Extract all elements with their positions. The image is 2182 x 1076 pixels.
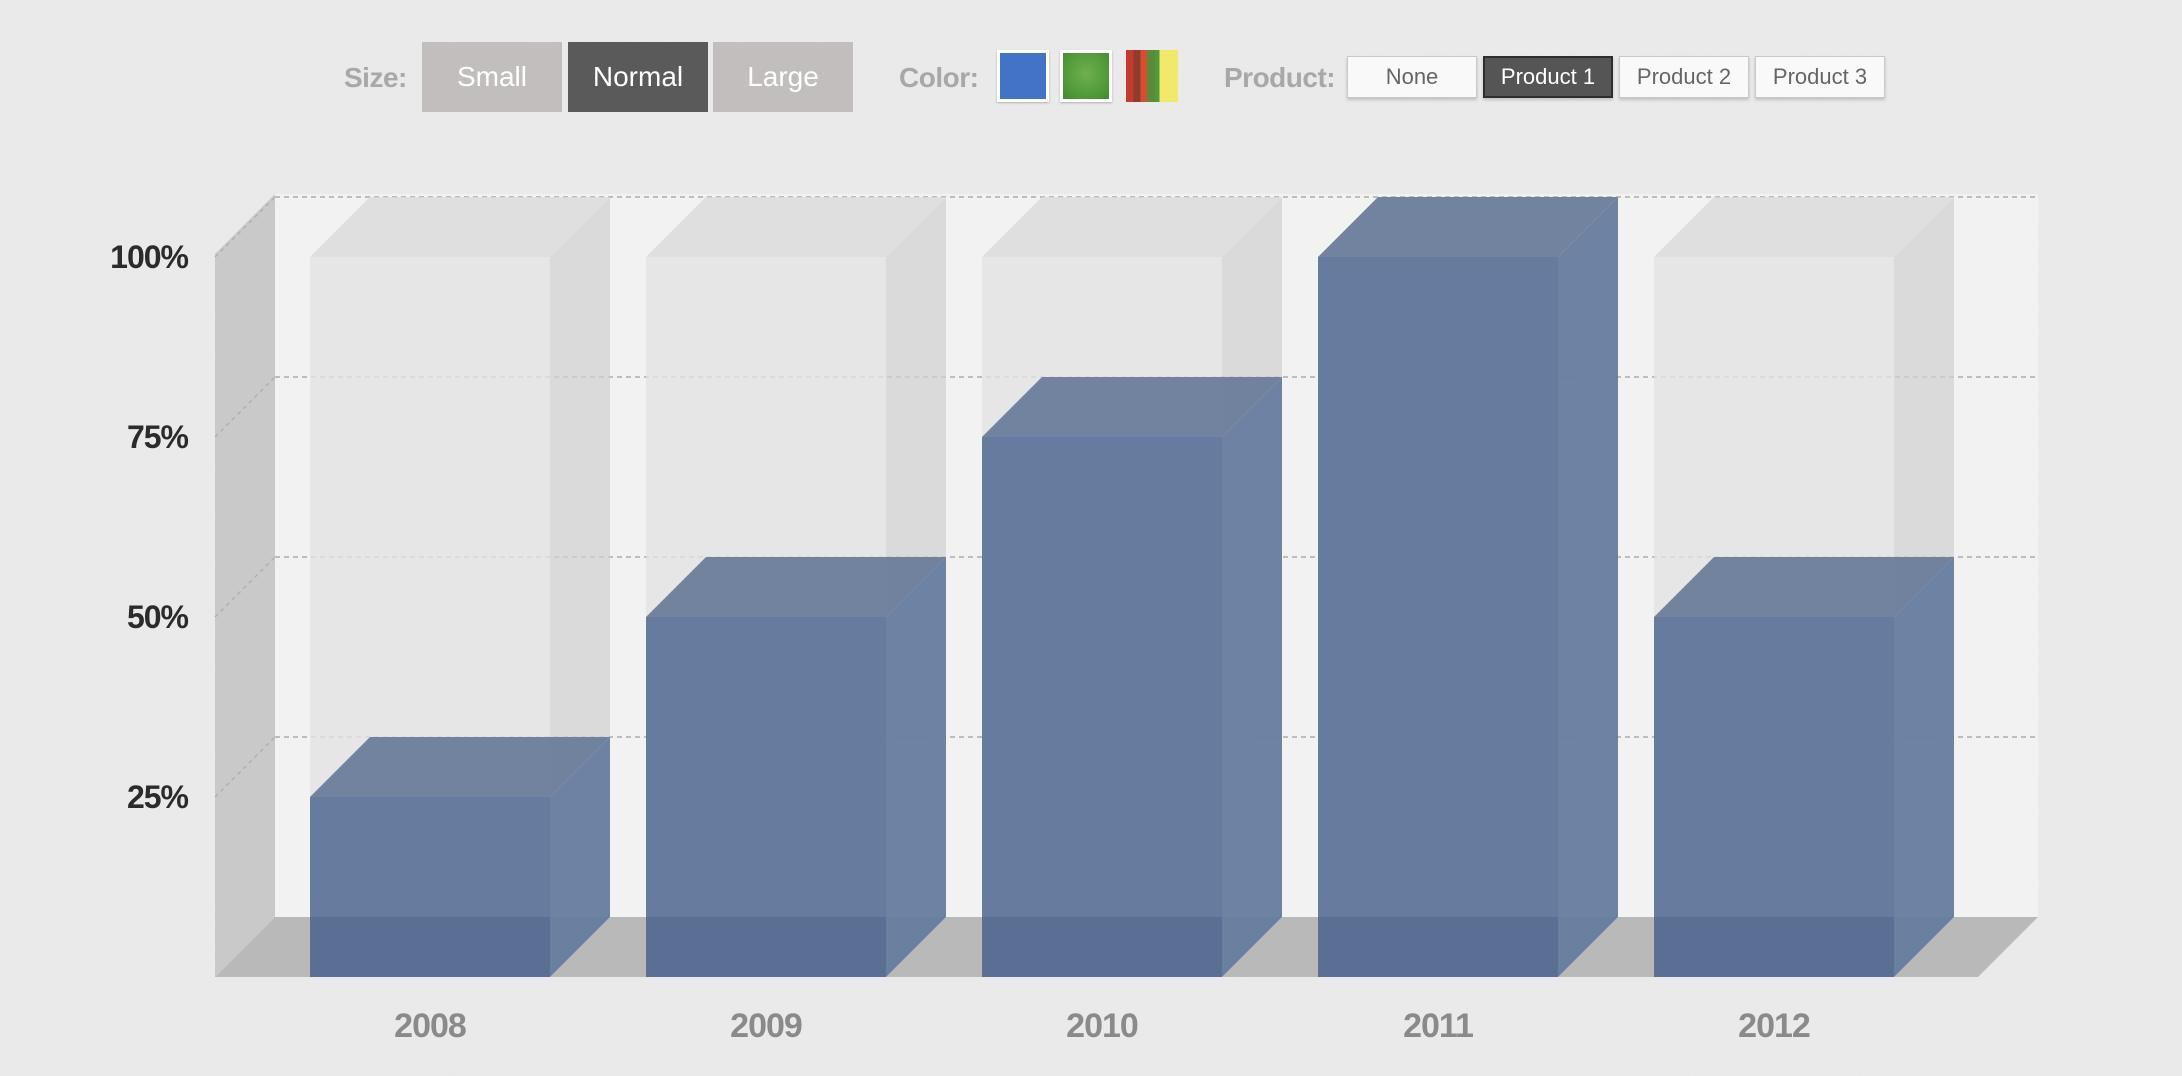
grid-line-side (214, 196, 276, 258)
bar (646, 617, 886, 977)
product-2-button[interactable]: Product 2 (1619, 56, 1749, 98)
x-tick-label: 2010 (1066, 1007, 1138, 1045)
bar (982, 437, 1222, 977)
y-tick-label: 50% (127, 599, 189, 635)
size-small-button[interactable]: Small (422, 42, 562, 112)
y-axis-ticks: 25% 50% 75% 100% (110, 239, 189, 815)
bar-side (1222, 377, 1282, 977)
bar-side (1894, 557, 1954, 977)
bar-ghost-top (646, 197, 946, 257)
bar-side (1558, 197, 1618, 977)
product-none-button[interactable]: None (1347, 56, 1477, 98)
grid-line-side (214, 376, 276, 438)
x-tick-label: 2011 (1403, 1007, 1473, 1045)
bar-base (982, 917, 1222, 977)
bar-top (1654, 557, 1954, 617)
size-label: Size: (344, 62, 407, 93)
product-1-button[interactable]: Product 1 (1483, 56, 1613, 98)
bar-top (646, 557, 946, 617)
color-label: Color: (899, 62, 979, 93)
bar (1654, 617, 1894, 977)
color-swatch-blue[interactable] (997, 50, 1049, 102)
y-tick-label: 100% (110, 239, 188, 275)
size-normal-button[interactable]: Normal (568, 42, 708, 112)
bar-top (982, 377, 1282, 437)
bar-ghost-top (310, 197, 610, 257)
bar-base (646, 917, 886, 977)
bar-base (310, 917, 550, 977)
size-large-button[interactable]: Large (713, 42, 853, 112)
y-tick-label: 25% (127, 779, 189, 815)
bars (310, 197, 1954, 977)
bar-base (1318, 917, 1558, 977)
bar-top (1318, 197, 1618, 257)
product-3-button[interactable]: Product 3 (1755, 56, 1885, 98)
bar-ghost-top (982, 197, 1282, 257)
x-tick-label: 2012 (1738, 1007, 1810, 1045)
product-label: Product: (1224, 62, 1336, 93)
color-swatch-green[interactable] (1060, 50, 1112, 102)
x-tick-label: 2008 (394, 1007, 466, 1045)
bar-top (310, 737, 610, 797)
bar-side (886, 557, 946, 977)
grid-line-side (214, 556, 276, 618)
grid-line-side (214, 736, 276, 798)
y-tick-label: 75% (127, 419, 189, 455)
x-axis-labels: 2008 2009 2010 2011 2012 (394, 1007, 1811, 1045)
x-tick-label: 2009 (730, 1007, 802, 1045)
bar-ghost-top (1654, 197, 1954, 257)
bar-group (982, 197, 1282, 977)
bar-group (1318, 197, 1618, 977)
bar-group (1654, 197, 1954, 977)
bar-group (310, 197, 610, 977)
bar-side (550, 737, 610, 977)
color-swatch-multicolor[interactable] (1126, 50, 1178, 102)
bar (1318, 257, 1558, 977)
chart-controls: Size: Small Normal Large Color: Product:… (0, 0, 2182, 160)
bar (310, 797, 550, 977)
bar-base (1654, 917, 1894, 977)
chart-left-wall (215, 194, 275, 977)
bar-group (646, 197, 946, 977)
